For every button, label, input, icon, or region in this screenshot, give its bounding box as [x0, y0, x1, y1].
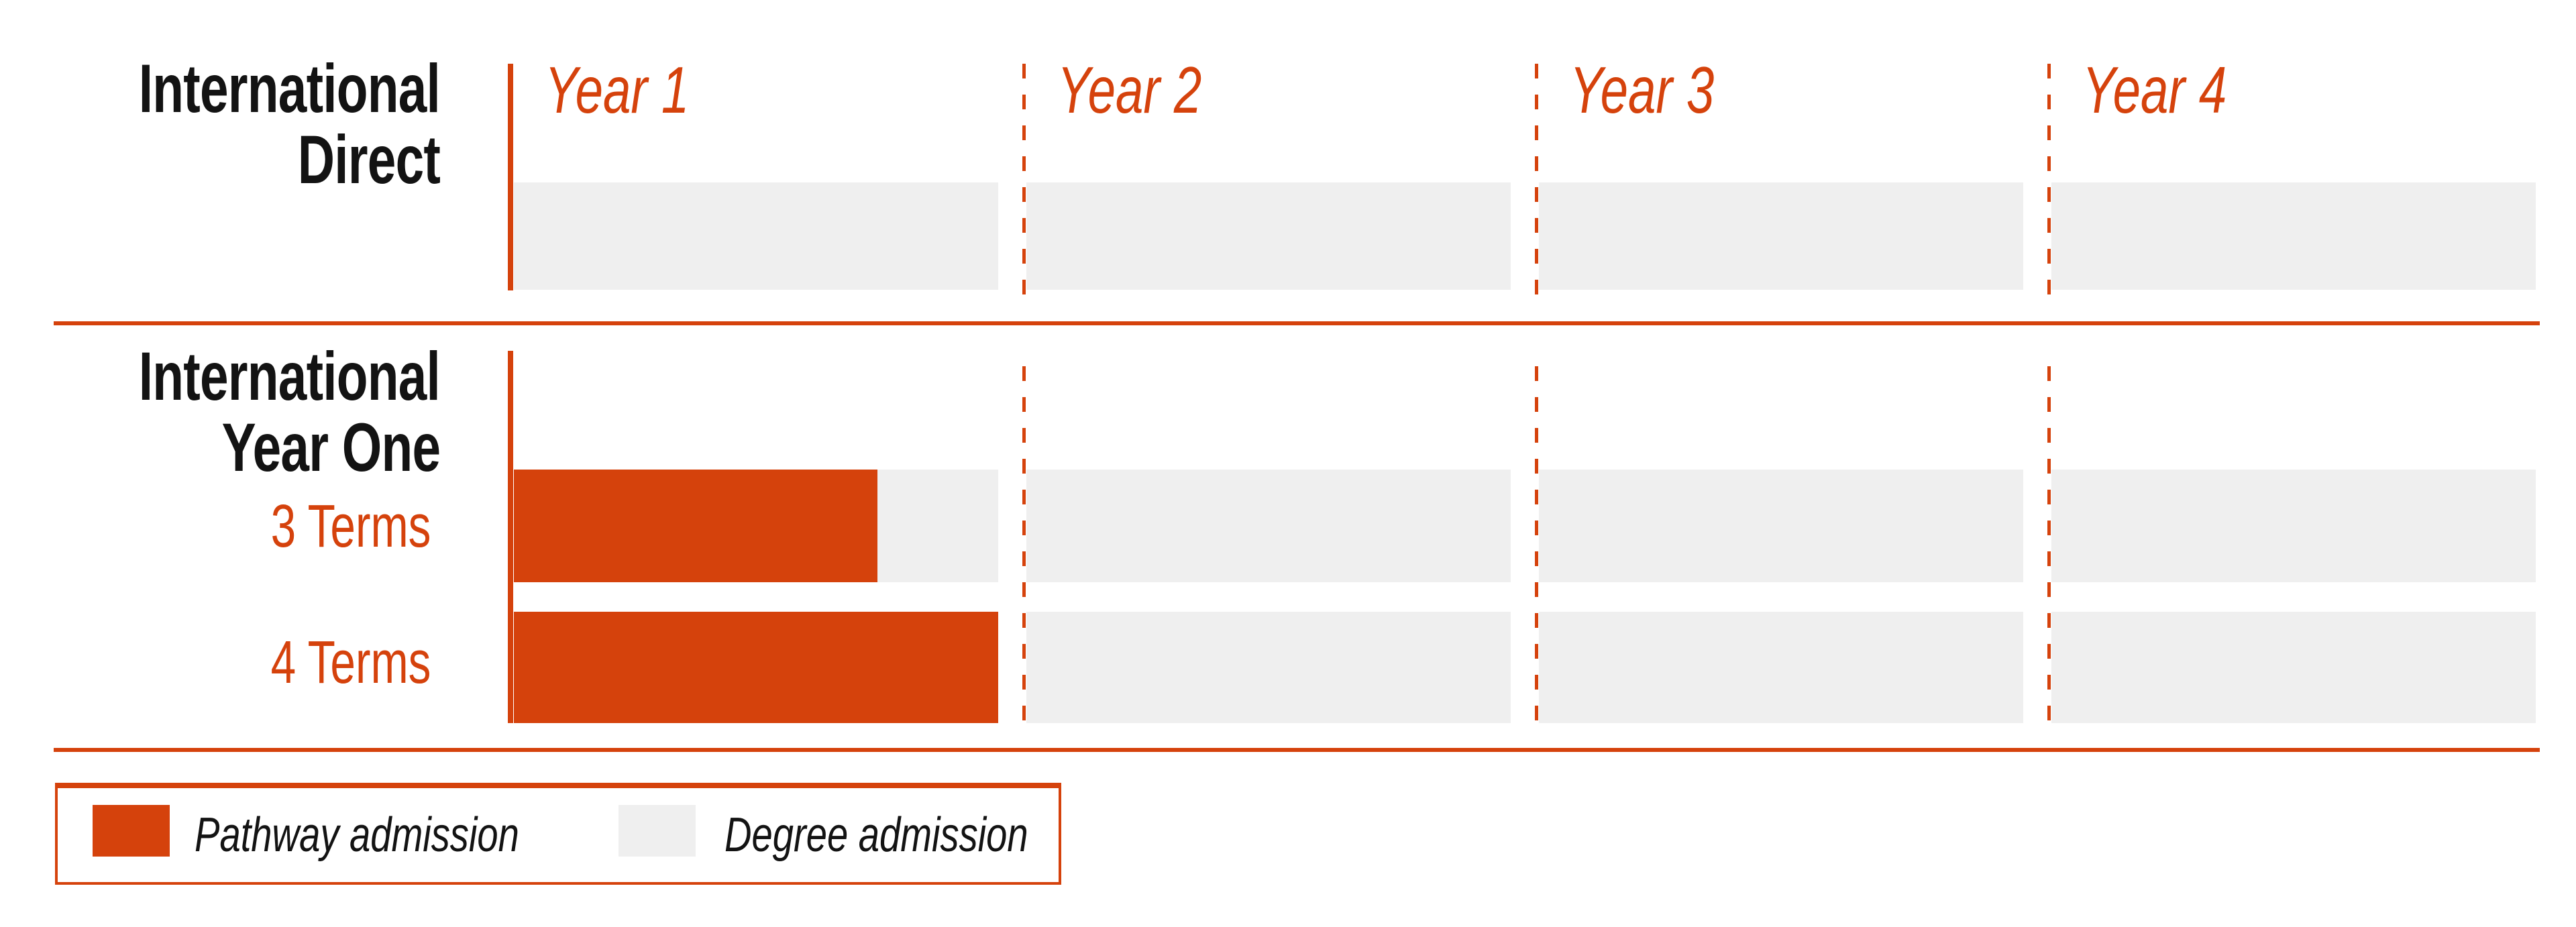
legend-label-degree: Degree admission [724, 808, 1028, 862]
degree-band-3-terms-year1-remainder [877, 470, 998, 582]
year1-axis-line-row1 [508, 64, 513, 290]
program-label-international-year-one: International Year One [0, 338, 441, 486]
column-header-year-2: Year 2 [1057, 53, 1202, 127]
program-year-one-line2: Year One [221, 409, 440, 486]
degree-band-4-terms-year2 [1026, 612, 1511, 723]
degree-band-direct-year3 [1539, 182, 2023, 290]
degree-band-3-terms-year3 [1539, 470, 2023, 582]
option-label-4-terms: 4 Terms [270, 629, 431, 696]
section-divider-top [54, 321, 2540, 325]
degree-admission-swatch-icon [619, 805, 696, 857]
program-direct-line1: International [138, 50, 441, 127]
column-header-year-4: Year 4 [2082, 53, 2227, 127]
program-direct-line2: Direct [297, 121, 441, 198]
degree-band-direct-year2 [1026, 182, 1511, 290]
year4-separator-row2 [2047, 366, 2051, 723]
year2-separator-row2 [1022, 366, 1026, 723]
year3-separator-row2 [1535, 366, 1538, 723]
legend: Pathway admission Degree admission [55, 783, 1061, 885]
degree-band-direct-year1 [514, 182, 998, 290]
year4-separator-row1 [2047, 64, 2051, 300]
column-header-year-1: Year 1 [545, 53, 690, 127]
degree-band-4-terms-year4 [2051, 612, 2536, 723]
pathway-bar-4-terms [514, 612, 998, 723]
year3-separator-row1 [1535, 64, 1538, 300]
degree-band-direct-year4 [2051, 182, 2536, 290]
degree-band-4-terms-year3 [1539, 612, 2023, 723]
column-header-year-3: Year 3 [1570, 53, 1715, 127]
year2-separator-row1 [1022, 64, 1026, 300]
pathway-admission-swatch-icon [93, 805, 170, 857]
section-divider-bottom [54, 748, 2540, 752]
option-label-3-terms: 3 Terms [270, 493, 431, 560]
program-year-one-line1: International [138, 338, 441, 415]
program-label-international-direct: International Direct [0, 50, 441, 198]
pathway-bar-3-terms [514, 470, 877, 582]
degree-band-3-terms-year4 [2051, 470, 2536, 582]
legend-label-pathway: Pathway admission [195, 808, 519, 862]
year1-axis-line-row2 [508, 351, 513, 723]
degree-band-3-terms-year2 [1026, 470, 1511, 582]
